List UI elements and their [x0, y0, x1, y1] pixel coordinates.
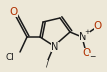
Text: Cl: Cl	[6, 53, 14, 62]
Text: /: /	[46, 59, 48, 68]
Text: N: N	[79, 32, 87, 42]
Text: O: O	[10, 7, 18, 17]
Text: N: N	[51, 42, 59, 52]
Text: +: +	[84, 29, 90, 35]
Text: −: −	[89, 52, 95, 61]
Text: O: O	[83, 48, 91, 58]
Text: O: O	[94, 21, 102, 31]
